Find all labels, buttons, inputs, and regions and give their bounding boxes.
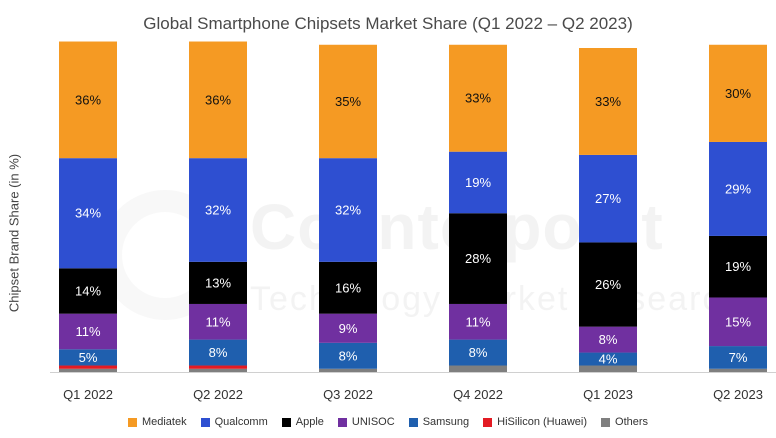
legend-label: HiSilicon (Huawei) xyxy=(497,416,588,428)
data-label: 30% xyxy=(725,86,751,101)
bar-segment-others xyxy=(579,365,637,372)
data-label: 36% xyxy=(205,92,231,107)
bar-segment-mediatek xyxy=(189,41,247,159)
data-label: 8% xyxy=(209,345,228,360)
data-label: 36% xyxy=(75,92,101,107)
data-label: 33% xyxy=(595,94,621,109)
legend-item: UNISOC xyxy=(337,416,395,428)
bar-segment-hisilicon-huawei- xyxy=(189,365,247,369)
bar-segment-mediatek xyxy=(59,41,117,159)
bar-segment-samsung xyxy=(319,342,377,369)
data-label: 29% xyxy=(725,181,751,196)
data-label: 13% xyxy=(205,275,231,290)
bar-segment-unisoc xyxy=(579,326,637,353)
data-label: 8% xyxy=(339,348,358,363)
bar-segment-unisoc xyxy=(189,303,247,340)
data-label: 26% xyxy=(595,277,621,292)
bar-segment-hisilicon-huawei- xyxy=(59,365,117,369)
data-label: 9% xyxy=(339,321,358,336)
legend-swatch xyxy=(200,417,210,427)
legend-item: Samsung xyxy=(408,416,470,428)
data-label: 32% xyxy=(335,203,361,218)
data-label: 8% xyxy=(469,345,488,360)
x-tick-label: Q4 2022 xyxy=(453,387,503,402)
legend-swatch xyxy=(601,417,611,427)
bar-segment-qualcomm xyxy=(579,154,637,243)
bar-segment-unisoc xyxy=(319,313,377,343)
x-tick-label: Q1 2023 xyxy=(583,387,633,402)
bar-segment-unisoc xyxy=(59,313,117,350)
bar-segment-mediatek xyxy=(449,44,507,152)
legend-item: Mediatek xyxy=(127,416,187,428)
bar-segment-apple xyxy=(189,261,247,304)
x-tick-label: Q2 2022 xyxy=(193,387,243,402)
legend-swatch xyxy=(483,417,493,427)
x-tick-label: Q3 2022 xyxy=(323,387,373,402)
bar-segment-others xyxy=(59,368,117,372)
data-label: 35% xyxy=(335,94,361,109)
x-tick-label: Q1 2022 xyxy=(63,387,113,402)
data-label: 28% xyxy=(465,251,491,266)
bar-segment-samsung xyxy=(189,339,247,366)
data-label: 15% xyxy=(725,314,751,329)
data-label: 7% xyxy=(729,350,748,365)
legend-item: Others xyxy=(601,416,648,428)
bar-segment-qualcomm xyxy=(59,158,117,269)
data-label: 11% xyxy=(75,324,100,339)
bar-segment-qualcomm xyxy=(319,158,377,262)
data-label: 16% xyxy=(335,280,361,295)
data-label: 27% xyxy=(595,191,621,206)
data-label: 5% xyxy=(79,350,98,365)
bar-segment-apple xyxy=(449,213,507,304)
bar-segment-qualcomm xyxy=(709,141,767,236)
legend-swatch xyxy=(337,417,347,427)
bar-segment-samsung xyxy=(449,339,507,366)
legend-label: UNISOC xyxy=(351,416,395,428)
data-label: 14% xyxy=(75,284,101,299)
bar-segment-others xyxy=(449,365,507,372)
bar-segment-apple xyxy=(709,235,767,298)
data-label: 19% xyxy=(465,175,491,190)
bar-segment-others xyxy=(189,368,247,372)
legend-swatch xyxy=(281,417,291,427)
data-label: 8% xyxy=(599,332,618,347)
bar-segment-mediatek xyxy=(709,44,767,142)
data-label: 11% xyxy=(465,314,490,329)
data-label: 4% xyxy=(599,352,618,367)
bar-segment-apple xyxy=(59,268,117,314)
bar-segment-samsung xyxy=(579,352,637,366)
legend-label: Samsung xyxy=(422,416,470,428)
bar-segment-apple xyxy=(579,242,637,327)
bar-segment-others xyxy=(709,368,767,372)
bar-segment-samsung xyxy=(59,349,117,366)
bar-segment-qualcomm xyxy=(449,151,507,214)
legend: Mediatek Qualcomm Apple UNISOC Samsung HiSili… xyxy=(0,416,776,428)
bar-segment-unisoc xyxy=(709,297,767,347)
data-label: 32% xyxy=(205,203,231,218)
chart-title: Global Smartphone Chipsets Market Share … xyxy=(143,14,633,33)
legend-label: Qualcomm xyxy=(214,416,268,428)
x-tick-label: Q2 2023 xyxy=(713,387,763,402)
legend-label: Mediatek xyxy=(141,416,187,428)
legend-item: Qualcomm xyxy=(200,416,268,428)
bar-segment-qualcomm xyxy=(189,158,247,262)
bar-segment-samsung xyxy=(709,346,767,369)
bar-segment-unisoc xyxy=(449,303,507,340)
bar-segment-mediatek xyxy=(319,44,377,159)
legend-item: Apple xyxy=(281,416,324,428)
data-label: 11% xyxy=(205,314,230,329)
legend-swatch xyxy=(408,417,418,427)
legend-swatch xyxy=(127,417,137,427)
data-label: 34% xyxy=(75,206,101,221)
bar-segment-mediatek xyxy=(579,48,637,155)
legend-label: Others xyxy=(615,416,649,428)
legend-item: HiSilicon (Huawei) xyxy=(483,416,587,428)
bar-segment-others xyxy=(319,368,377,372)
data-label: 33% xyxy=(465,91,491,106)
data-label: 19% xyxy=(725,259,751,274)
legend-label: Apple xyxy=(295,416,324,428)
bar-segment-apple xyxy=(319,261,377,314)
